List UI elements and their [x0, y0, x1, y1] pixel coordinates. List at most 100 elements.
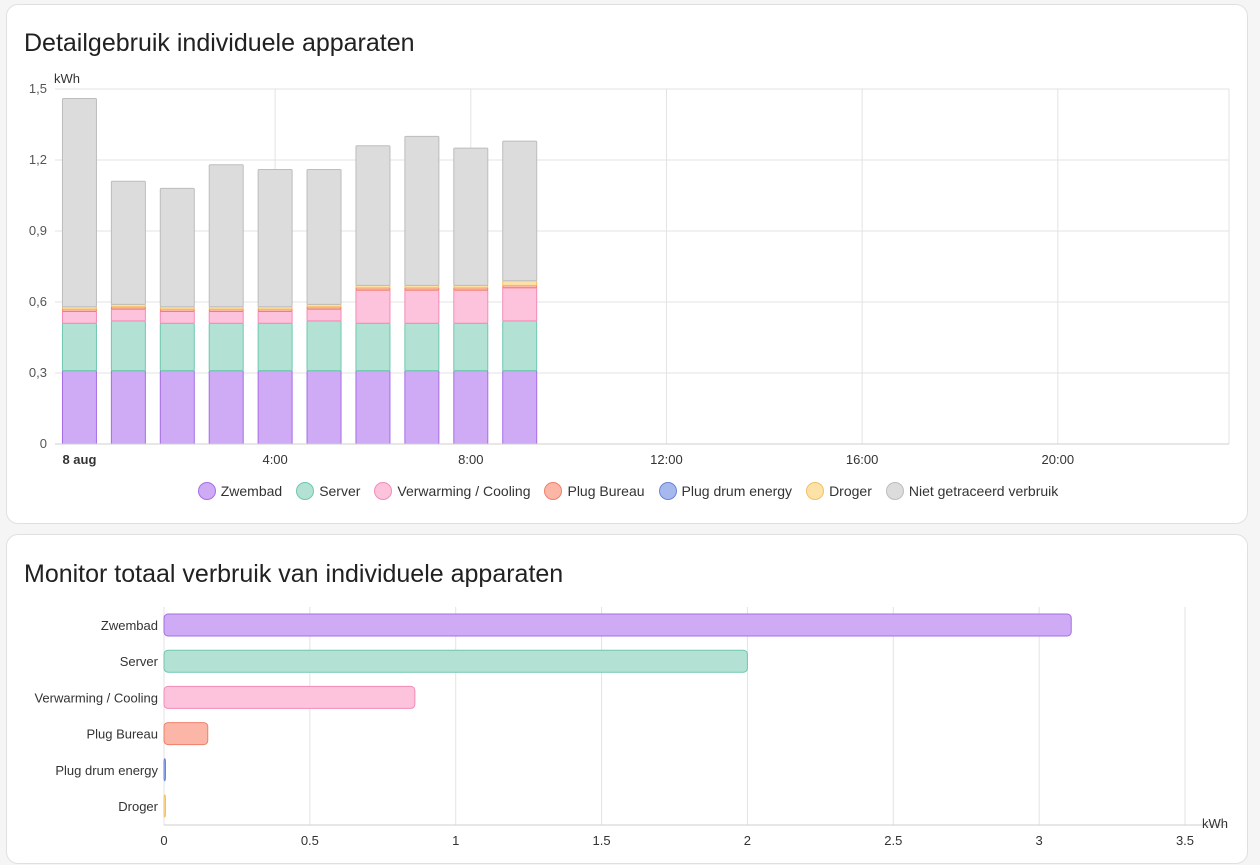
legend-swatch: [885, 482, 904, 500]
y-tick-label: 1,2: [29, 152, 47, 167]
total-bar-plug-bureau: [163, 722, 209, 746]
bar-segment-zwembad: [453, 370, 489, 445]
legend-item-niet-getraceerd-verbruik[interactable]: Niet getraceerd verbruik: [885, 482, 1059, 500]
category-label: Plug drum energy: [55, 763, 158, 778]
bar-segment-server: [502, 320, 538, 372]
category-label: Droger: [118, 799, 158, 814]
bar-segment-server: [257, 322, 293, 372]
bar-segment-verwarming-cooling: [355, 289, 391, 324]
y-tick-label: 0,3: [29, 365, 47, 380]
x-tick-label: 2.5: [884, 833, 902, 848]
y-tick-label: 1,5: [29, 81, 47, 96]
bar-segment-verwarming-cooling: [453, 289, 489, 324]
bar-segment-droger: [502, 280, 538, 286]
legend-label: Zwembad: [220, 483, 283, 499]
bar-segment-niet-getraceerd-verbruik: [306, 168, 342, 305]
bar-segment-server: [306, 320, 342, 372]
bar-segment-server: [159, 322, 195, 372]
legend-swatch: [806, 482, 825, 500]
bar-segment-server: [110, 320, 146, 372]
bar-segment-niet-getraceerd-verbruik: [404, 135, 440, 286]
category-label: Verwarming / Cooling: [34, 690, 158, 705]
bar-segment-verwarming-cooling: [404, 289, 440, 324]
bar-segment-verwarming-cooling: [208, 310, 244, 324]
bar-segment-verwarming-cooling: [61, 310, 97, 324]
y-axis-unit: kWh: [54, 71, 80, 86]
total-bar-droger: [163, 794, 166, 818]
bar-segment-zwembad: [159, 370, 195, 445]
legend-item-plug-bureau[interactable]: Plug Bureau: [544, 482, 645, 500]
legend-swatch: [374, 482, 393, 500]
total-bar-verwarming-cooling: [163, 685, 416, 709]
category-label: Server: [120, 654, 159, 669]
x-tick-label: 20:00: [1042, 452, 1075, 467]
x-tick-label: 1: [452, 833, 459, 848]
bar-segment-verwarming-cooling: [110, 308, 146, 322]
legend-label: Plug Bureau: [567, 483, 645, 499]
x-tick-label: 3.5: [1176, 833, 1194, 848]
bar-segment-niet-getraceerd-verbruik: [257, 168, 293, 308]
total-usage-card: Monitor totaal verbruik van individuele …: [6, 534, 1248, 864]
y-tick-label: 0: [40, 436, 47, 451]
bar-segment-niet-getraceerd-verbruik: [502, 140, 538, 282]
x-tick-label: 1.5: [593, 833, 611, 848]
legend-item-verwarming-cooling[interactable]: Verwarming / Cooling: [374, 482, 530, 500]
legend-swatch: [544, 482, 563, 500]
total-usage-title: Monitor totaal verbruik van individuele …: [24, 560, 564, 588]
bar-segment-zwembad: [502, 370, 538, 445]
bar-segment-niet-getraceerd-verbruik: [453, 147, 489, 286]
x-tick-label: 0: [160, 833, 167, 848]
detail-usage-chart: 0 0,3 0,6 0,9 1,2 1,5 8 aug 4:00 8:00 12:00 16:00 2…: [29, 71, 1230, 467]
legend-item-server[interactable]: Server: [296, 482, 360, 500]
x-tick-label: 8:00: [458, 452, 483, 467]
bar-segment-zwembad: [355, 370, 391, 445]
bar-segment-zwembad: [208, 370, 244, 445]
bar-segment-niet-getraceerd-verbruik: [355, 145, 391, 286]
legend-swatch: [197, 482, 216, 500]
legend-label: Niet getraceerd verbruik: [908, 483, 1059, 499]
x-tick-label: 16:00: [846, 452, 879, 467]
bar-segment-zwembad: [61, 370, 97, 445]
y-tick-label: 0,9: [29, 223, 47, 238]
total-bar-server: [163, 649, 748, 673]
detail-usage-card: Detailgebruik individuele apparaten 0 0,3…: [6, 4, 1248, 524]
detail-usage-title: Detailgebruik individuele apparaten: [24, 29, 415, 57]
bar-segment-niet-getraceerd-verbruik: [159, 187, 195, 308]
bar-segment-zwembad: [306, 370, 342, 445]
bar-segment-server: [404, 322, 440, 372]
bar-segment-server: [61, 322, 97, 372]
legend-item-zwembad[interactable]: Zwembad: [197, 482, 283, 500]
bar-segment-niet-getraceerd-verbruik: [61, 97, 97, 308]
bar-segment-server: [208, 322, 244, 372]
bar-segment-zwembad: [257, 370, 293, 445]
total-bar-zwembad: [163, 613, 1072, 637]
bar-segment-zwembad: [404, 370, 440, 445]
total-usage-chart: 0 0.5 1 1.5 2 2.5 3 3.5 kWh Zwembad Server Verwarmi…: [34, 607, 1228, 848]
category-label: Zwembad: [101, 618, 158, 633]
bar-segment-server: [453, 322, 489, 372]
legend-item-droger[interactable]: Droger: [806, 482, 872, 500]
x-tick-label: 8 aug: [62, 452, 96, 467]
x-tick-label: 0.5: [301, 833, 319, 848]
bar-segment-server: [355, 322, 391, 372]
x-tick-label: 12:00: [650, 452, 683, 467]
x-axis-unit: kWh: [1202, 816, 1228, 831]
total-bar-plug-drum-energy: [163, 758, 166, 782]
legend-label: Droger: [829, 483, 872, 499]
y-tick-label: 0,6: [29, 294, 47, 309]
bar-segment-niet-getraceerd-verbruik: [110, 180, 146, 305]
bar-segment-niet-getraceerd-verbruik: [208, 164, 244, 308]
legend-swatch: [296, 482, 315, 500]
legend-label: Plug drum energy: [681, 483, 793, 499]
category-label: Plug Bureau: [86, 727, 158, 742]
legend-label: Server: [319, 483, 361, 499]
bar-segment-verwarming-cooling: [306, 308, 342, 322]
legend-label: Verwarming / Cooling: [397, 483, 531, 499]
bar-segment-verwarming-cooling: [257, 310, 293, 324]
legend-swatch: [658, 482, 677, 500]
x-tick-label: 4:00: [262, 452, 287, 467]
x-tick-label: 3: [1036, 833, 1043, 848]
bar-segment-verwarming-cooling: [159, 310, 195, 324]
bar-segment-verwarming-cooling: [502, 287, 538, 322]
legend-item-plug-drum-energy[interactable]: Plug drum energy: [658, 482, 793, 500]
